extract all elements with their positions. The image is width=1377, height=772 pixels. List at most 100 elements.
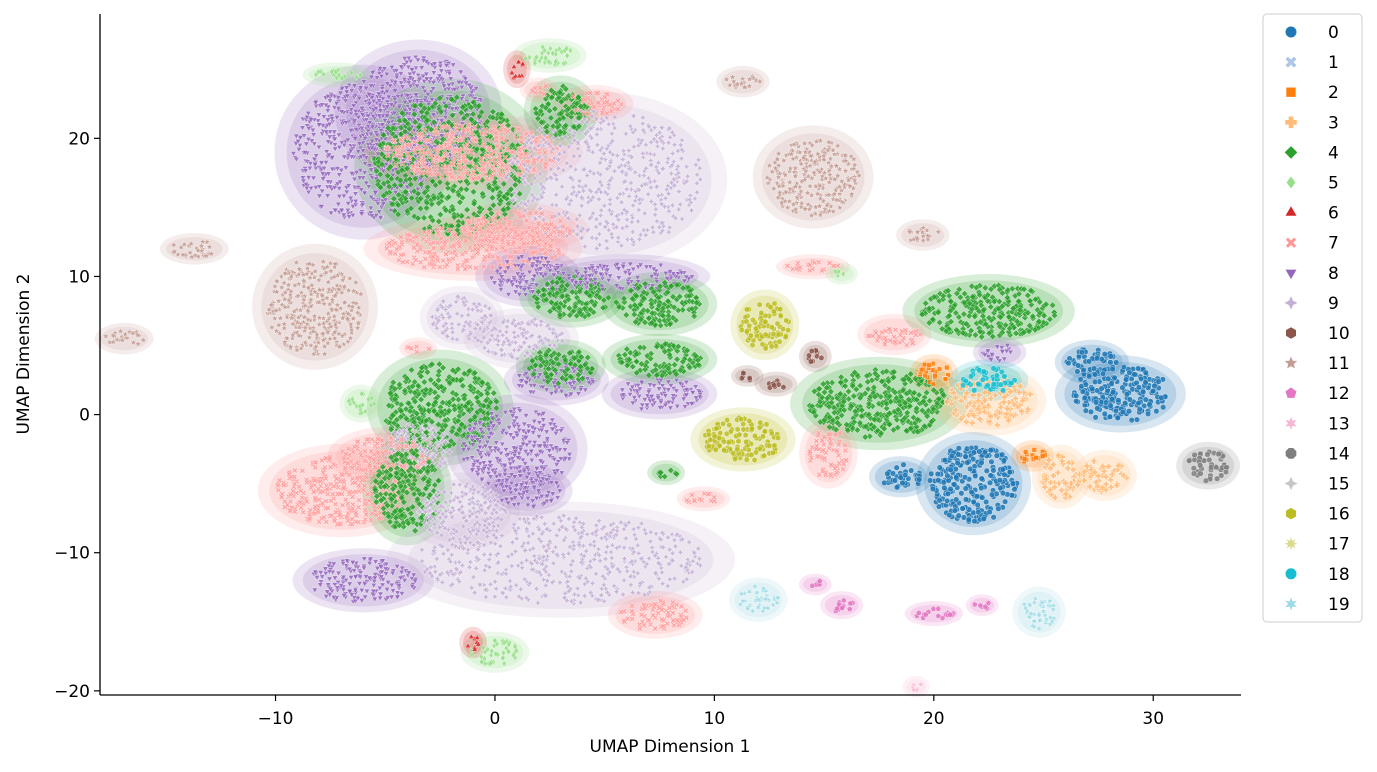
point-class-8: [302, 168, 309, 174]
point-class-8: [311, 156, 318, 163]
point-class-8: [414, 186, 421, 193]
point-class-8: [315, 112, 322, 118]
point-class-8: [323, 129, 330, 135]
point-class-8: [333, 101, 340, 107]
point-class-8: [326, 122, 333, 128]
point-class-8: [325, 171, 332, 177]
point-class-8: [302, 182, 310, 188]
point-class-8: [368, 213, 375, 219]
point-class-8: [310, 132, 317, 138]
point-class-8: [327, 184, 334, 191]
point-class-8: [293, 156, 300, 163]
point-class-8: [331, 136, 338, 143]
point-class-8: [290, 151, 297, 157]
point-class-8: [345, 183, 352, 189]
point-class-8: [293, 133, 300, 140]
cluster-halo: [159, 233, 229, 265]
point-class-8: [331, 129, 338, 136]
point-class-8: [377, 215, 384, 221]
point-class-8: [352, 136, 359, 142]
point-class-8: [329, 155, 336, 161]
cluster-halo: [776, 254, 851, 280]
point-class-8: [340, 193, 347, 200]
point-class-8: [374, 201, 381, 207]
point-class-8: [336, 179, 344, 186]
point-class-8: [312, 185, 319, 191]
point-class-8: [352, 109, 359, 115]
point-class-8: [333, 115, 341, 121]
point-class-8: [360, 148, 367, 154]
point-class-8: [303, 115, 311, 121]
point-class-8: [305, 111, 312, 117]
point-class-8: [341, 154, 348, 161]
point-class-8: [345, 153, 352, 159]
point-class-8: [357, 168, 364, 174]
point-class-8: [335, 106, 342, 112]
point-class-8: [344, 137, 351, 144]
point-class-8: [367, 205, 375, 212]
point-class-8: [318, 160, 325, 167]
point-class-8: [312, 100, 319, 106]
point-class-8: [313, 153, 320, 159]
point-class-8: [324, 117, 331, 124]
point-class-8: [343, 85, 350, 91]
cluster-halo: [459, 626, 487, 659]
point-class-8: [342, 165, 350, 171]
point-class-8: [366, 163, 374, 169]
point-class-8: [347, 128, 355, 134]
point-class-8: [336, 194, 343, 200]
point-class-8: [307, 161, 314, 167]
scatter-points: [102, 43, 1231, 695]
point-class-8: [392, 190, 399, 196]
point-class-8: [355, 149, 362, 155]
point-class-8: [335, 201, 342, 208]
point-class-8: [338, 208, 345, 214]
point-class-8: [353, 100, 360, 107]
point-class-8: [312, 162, 319, 168]
cluster-halo: [647, 460, 686, 486]
point-class-8: [300, 178, 307, 185]
point-class-8: [380, 201, 387, 207]
point-class-8: [336, 172, 343, 178]
point-class-8: [341, 142, 348, 149]
point-class-8: [314, 118, 322, 125]
point-class-8: [327, 210, 335, 217]
point-class-8: [325, 139, 332, 145]
point-class-8: [351, 118, 358, 124]
point-class-8: [305, 175, 312, 181]
point-class-8: [363, 180, 370, 187]
point-class-8: [356, 175, 363, 181]
point-class-8: [352, 191, 359, 197]
point-class-8: [300, 133, 308, 139]
point-class-8: [365, 184, 372, 190]
point-class-8: [338, 109, 345, 115]
point-class-8: [404, 184, 411, 191]
point-class-8: [329, 166, 336, 173]
point-class-8: [356, 141, 363, 147]
point-class-8: [350, 103, 357, 109]
point-class-8: [311, 141, 318, 147]
point-class-8: [305, 189, 312, 196]
point-class-8: [295, 147, 303, 153]
point-class-8: [308, 138, 315, 144]
point-class-8: [307, 185, 315, 192]
point-class-8: [308, 117, 315, 124]
point-class-8: [380, 168, 387, 175]
point-class-8: [347, 195, 354, 202]
point-class-8: [324, 193, 331, 199]
point-class-8: [348, 154, 355, 160]
cluster-halo: [601, 333, 718, 385]
point-class-8: [324, 108, 331, 114]
point-class-8: [322, 160, 330, 166]
cluster-halo: [972, 336, 1027, 369]
plot-area: [94, 38, 1240, 698]
point-class-8: [304, 123, 311, 129]
point-class-8: [331, 142, 339, 148]
cluster-halo: [730, 365, 764, 387]
point-class-8: [340, 212, 347, 219]
point-class-8: [357, 145, 364, 152]
point-class-8: [326, 98, 334, 104]
point-class-8: [338, 168, 345, 174]
point-class-8: [302, 150, 309, 156]
